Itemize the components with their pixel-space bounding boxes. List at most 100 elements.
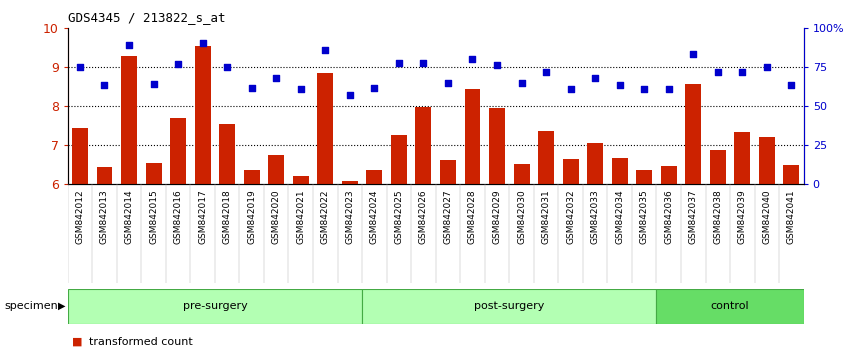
Text: pre-surgery: pre-surgery	[183, 301, 247, 311]
Bar	[636, 170, 652, 184]
Text: GSM842028: GSM842028	[468, 189, 477, 244]
Point	[97, 82, 111, 87]
Text: GSM842012: GSM842012	[75, 189, 85, 244]
Text: control: control	[711, 301, 750, 311]
Point	[760, 64, 773, 70]
Point	[465, 56, 479, 62]
Text: GSM842038: GSM842038	[713, 189, 722, 244]
Bar	[685, 84, 701, 184]
Text: GDS4345 / 213822_s_at: GDS4345 / 213822_s_at	[68, 11, 225, 24]
Bar	[219, 124, 235, 184]
Text: GSM842017: GSM842017	[198, 189, 207, 244]
Bar	[96, 167, 113, 184]
Bar	[121, 56, 137, 184]
Text: transformed count: transformed count	[89, 337, 193, 347]
Bar	[293, 176, 309, 184]
Point	[637, 87, 651, 92]
Point	[490, 62, 503, 67]
Text: GSM842029: GSM842029	[492, 189, 502, 244]
Text: specimen: specimen	[4, 301, 58, 311]
Point	[711, 69, 724, 75]
Text: GSM842037: GSM842037	[689, 189, 698, 244]
Text: GSM842013: GSM842013	[100, 189, 109, 244]
Bar	[170, 118, 186, 184]
Text: GSM842024: GSM842024	[370, 189, 379, 244]
Point	[318, 47, 332, 52]
Bar	[391, 135, 407, 184]
Text: ▶: ▶	[58, 301, 65, 311]
Text: GSM842035: GSM842035	[640, 189, 649, 244]
Point	[73, 64, 86, 70]
Point	[416, 61, 430, 66]
Bar	[759, 137, 775, 184]
Point	[441, 80, 454, 86]
Bar	[563, 159, 579, 184]
Bar	[514, 164, 530, 184]
Point	[563, 86, 577, 92]
Text: GSM842034: GSM842034	[615, 189, 624, 244]
Bar	[342, 181, 358, 184]
Bar	[587, 143, 603, 184]
Bar	[146, 163, 162, 184]
Text: GSM842018: GSM842018	[222, 189, 232, 244]
Bar	[362, 289, 656, 324]
Point	[244, 85, 258, 91]
Text: GSM842039: GSM842039	[738, 189, 747, 244]
Point	[343, 92, 356, 97]
Bar	[710, 150, 726, 184]
Bar	[415, 107, 431, 184]
Text: GSM842020: GSM842020	[272, 189, 281, 244]
Point	[220, 64, 233, 70]
Point	[146, 81, 160, 86]
Text: GSM842030: GSM842030	[517, 189, 526, 244]
Bar	[661, 166, 677, 184]
Point	[195, 40, 209, 46]
Point	[269, 75, 283, 81]
Bar	[195, 46, 211, 184]
Text: GSM842032: GSM842032	[566, 189, 575, 244]
Text: GSM842021: GSM842021	[296, 189, 305, 244]
Bar	[464, 89, 481, 184]
Text: GSM842015: GSM842015	[149, 189, 158, 244]
Bar	[317, 73, 333, 184]
Bar	[783, 165, 799, 184]
Point	[613, 82, 626, 87]
Text: GSM842019: GSM842019	[247, 189, 256, 244]
Point	[367, 85, 381, 91]
Text: GSM842027: GSM842027	[443, 189, 453, 244]
Point	[539, 69, 552, 75]
Bar	[244, 170, 260, 184]
Bar	[538, 131, 554, 184]
Point	[588, 75, 602, 81]
Bar	[734, 132, 750, 184]
Bar	[440, 160, 456, 184]
Bar	[268, 155, 284, 184]
Point	[784, 82, 798, 87]
Point	[514, 80, 528, 86]
Bar	[656, 289, 804, 324]
Text: GSM842026: GSM842026	[419, 189, 428, 244]
Point	[171, 61, 184, 67]
Text: GSM842031: GSM842031	[541, 189, 551, 244]
Bar	[72, 127, 88, 184]
Text: GSM842016: GSM842016	[173, 189, 183, 244]
Text: GSM842036: GSM842036	[664, 189, 673, 244]
Text: GSM842014: GSM842014	[124, 189, 134, 244]
Bar	[612, 158, 628, 184]
Bar	[68, 289, 362, 324]
Text: post-surgery: post-surgery	[474, 301, 545, 311]
Text: GSM842041: GSM842041	[787, 189, 796, 244]
Text: GSM842023: GSM842023	[345, 189, 354, 244]
Text: ■: ■	[72, 337, 82, 347]
Point	[662, 86, 675, 92]
Text: GSM842033: GSM842033	[591, 189, 600, 244]
Point	[686, 51, 700, 56]
Point	[294, 86, 307, 92]
Point	[735, 69, 749, 75]
Point	[392, 61, 405, 66]
Bar	[366, 170, 382, 184]
Point	[122, 42, 135, 48]
Bar	[489, 108, 505, 184]
Text: GSM842040: GSM842040	[762, 189, 772, 244]
Text: GSM842022: GSM842022	[321, 189, 330, 244]
